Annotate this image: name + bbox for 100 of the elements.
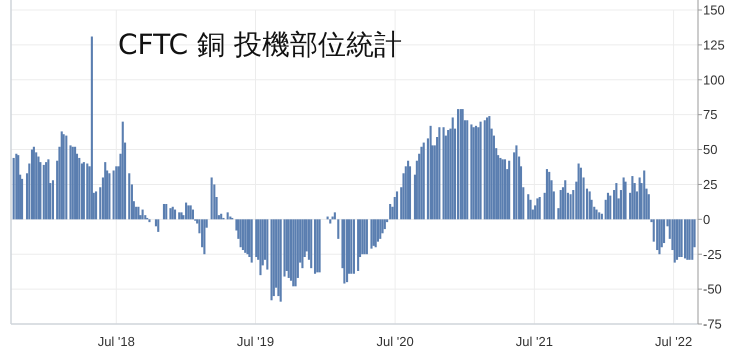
bar bbox=[480, 122, 482, 220]
bar bbox=[527, 194, 530, 220]
bar bbox=[508, 160, 510, 220]
bar bbox=[615, 183, 618, 220]
bar bbox=[128, 173, 130, 220]
bar bbox=[90, 36, 93, 220]
bar bbox=[678, 219, 680, 258]
bar bbox=[420, 146, 422, 220]
bar bbox=[203, 219, 206, 254]
bar bbox=[242, 219, 244, 250]
y-tick-label: -25 bbox=[703, 246, 722, 262]
bar bbox=[364, 219, 366, 254]
bar bbox=[343, 219, 346, 284]
bar bbox=[157, 219, 160, 232]
bar bbox=[366, 219, 368, 254]
bar bbox=[210, 177, 213, 220]
bar bbox=[504, 159, 506, 220]
bar bbox=[334, 212, 336, 220]
text: CFTC 銅 投機部位統計 bbox=[118, 28, 402, 61]
bar bbox=[658, 219, 661, 254]
bar bbox=[462, 109, 464, 220]
bar bbox=[560, 190, 562, 220]
bar bbox=[546, 169, 548, 220]
bar bbox=[32, 146, 35, 220]
bar bbox=[192, 210, 194, 220]
bar bbox=[488, 116, 490, 220]
bar bbox=[361, 219, 364, 254]
bar bbox=[684, 219, 686, 258]
bar bbox=[220, 214, 222, 220]
bar bbox=[370, 219, 373, 249]
bar bbox=[104, 162, 106, 220]
bar bbox=[292, 219, 294, 286]
bar bbox=[379, 219, 382, 239]
bar bbox=[580, 168, 582, 220]
bar bbox=[178, 212, 180, 220]
bar bbox=[280, 219, 282, 302]
bar bbox=[515, 145, 518, 220]
bar bbox=[169, 208, 172, 220]
x-tick-label: Jul '21 bbox=[516, 334, 553, 349]
y-tick-label: 50 bbox=[703, 142, 718, 158]
bar bbox=[474, 126, 478, 220]
x-tick-label: Jul '22 bbox=[655, 334, 692, 349]
bar bbox=[326, 216, 329, 220]
bar bbox=[337, 219, 340, 239]
y-tick-label: 125 bbox=[703, 37, 725, 52]
bar bbox=[69, 145, 72, 220]
bar bbox=[187, 205, 190, 220]
x-tick-label: Jul '20 bbox=[376, 334, 414, 349]
bar bbox=[606, 192, 610, 220]
bar bbox=[60, 131, 63, 220]
bar bbox=[270, 219, 273, 300]
bar bbox=[538, 197, 541, 220]
bar bbox=[570, 194, 572, 220]
bar bbox=[622, 177, 625, 220]
bar bbox=[255, 219, 258, 258]
bar bbox=[548, 172, 550, 220]
bar bbox=[250, 219, 253, 263]
bar bbox=[190, 205, 192, 220]
bar bbox=[226, 212, 229, 220]
bar bbox=[78, 158, 80, 220]
bar bbox=[165, 204, 168, 220]
bar bbox=[74, 146, 76, 220]
bar bbox=[372, 219, 375, 246]
bar bbox=[676, 219, 678, 260]
bar bbox=[95, 191, 98, 220]
bar bbox=[316, 219, 318, 272]
bar bbox=[137, 206, 140, 220]
bar bbox=[374, 219, 377, 248]
bar bbox=[688, 219, 691, 260]
bar bbox=[108, 173, 110, 220]
bar bbox=[142, 210, 144, 220]
bar bbox=[588, 191, 591, 220]
bar bbox=[472, 127, 475, 220]
bar bbox=[180, 212, 183, 220]
y-tick-label: 150 bbox=[703, 2, 725, 18]
bar bbox=[680, 219, 683, 258]
bar bbox=[37, 156, 40, 220]
bar bbox=[172, 206, 174, 220]
bar bbox=[656, 219, 658, 250]
bar bbox=[62, 134, 65, 220]
bar bbox=[447, 130, 450, 220]
y-tick-label: 25 bbox=[703, 176, 718, 192]
bar bbox=[240, 219, 242, 248]
bar bbox=[122, 122, 124, 220]
bar bbox=[484, 120, 486, 220]
bar bbox=[499, 158, 502, 220]
bar bbox=[332, 216, 334, 220]
bar bbox=[52, 180, 54, 220]
bar bbox=[452, 117, 454, 220]
bar bbox=[272, 219, 275, 296]
bar bbox=[470, 124, 472, 220]
bar bbox=[30, 150, 34, 220]
bar bbox=[352, 219, 355, 274]
y-tick-label: 0 bbox=[703, 212, 710, 227]
bar bbox=[174, 210, 176, 220]
bar bbox=[438, 127, 440, 220]
bar bbox=[86, 164, 88, 220]
bar bbox=[72, 146, 74, 220]
bar bbox=[460, 109, 462, 220]
bar bbox=[384, 219, 386, 230]
